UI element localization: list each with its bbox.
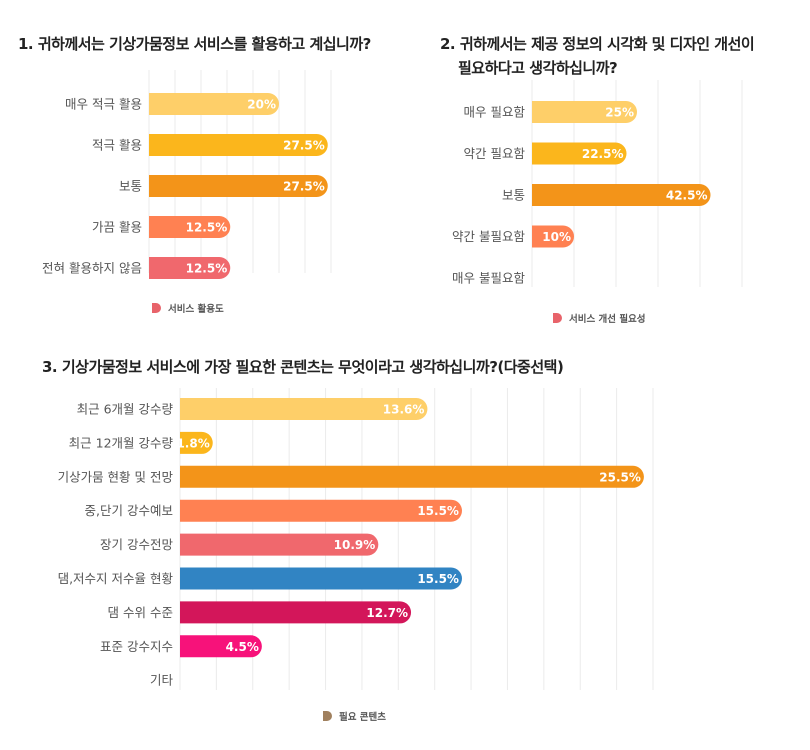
chart1-data-label: 27.5% — [283, 139, 325, 153]
chart3-bar — [180, 499, 462, 522]
chart3-data-label: 15.5% — [417, 572, 459, 586]
chart3-data-label: 1.8% — [176, 436, 209, 450]
chart1-bar — [149, 93, 279, 115]
chart2-bar — [532, 184, 711, 206]
chart3-data-label: 10.9% — [334, 538, 376, 552]
chart3-category-label: 장기 강수전망 — [100, 537, 173, 552]
chart1-data-label: 12.5% — [186, 262, 228, 276]
chart1-legend-marker — [152, 303, 161, 313]
chart3-legend-label: 필요 콘텐츠 — [339, 711, 386, 723]
chart3-bar — [180, 465, 644, 488]
chart2-category-label: 매우 불필요함 — [452, 271, 525, 286]
chart3-bar — [180, 567, 462, 590]
chart1-bar — [149, 175, 328, 197]
chart1-data-label: 12.5% — [186, 221, 228, 235]
chart2-title: 2. 귀하께서는 제공 정보의 시각화 및 디자인 개선이 — [440, 35, 755, 53]
chart2-category-label: 약간 필요함 — [464, 146, 526, 161]
chart3-category-label: 최근 6개월 강수량 — [77, 402, 174, 417]
chart1-bar — [149, 257, 231, 279]
chart3-data-label: 13.6% — [383, 403, 425, 417]
chart1-data-label: 27.5% — [283, 180, 325, 194]
chart2-data-label: 22.5% — [582, 147, 624, 161]
chart2-bar — [532, 225, 574, 248]
chart1-category-label: 매우 적극 활용 — [65, 97, 142, 112]
chart2-data-label: 42.5% — [666, 189, 708, 203]
chart1-category-label: 적극 활용 — [92, 138, 142, 153]
chart3-bar — [180, 398, 428, 420]
chart1-legend-label: 서비스 활용도 — [168, 303, 224, 315]
chart3-data-label: 25.5% — [599, 470, 641, 484]
chart3-bar — [180, 601, 412, 624]
chart2-bar — [532, 101, 637, 123]
chart2-category-label: 약간 불필요함 — [452, 229, 525, 244]
chart1-category-label: 전혀 활용하지 않음 — [42, 261, 142, 276]
chart2-legend-marker — [553, 313, 562, 323]
chart2-title-line2: 필요하다고 생각하십니까? — [458, 59, 618, 77]
chart2-category-label: 매우 필요함 — [464, 105, 526, 120]
chart2-data-label: 10% — [542, 230, 571, 244]
chart3-bar — [180, 533, 379, 556]
chart3-category-label: 기타 — [150, 673, 174, 688]
chart2-data-label: 25% — [605, 106, 634, 120]
chart1-title: 1. 귀하께서는 기상가뭄정보 서비스를 활용하고 계십니까? — [18, 35, 371, 53]
chart3-category-label: 중,단기 강수예보 — [85, 503, 173, 518]
chart2-category-label: 보통 — [502, 188, 525, 203]
chart3-category-label: 최근 12개월 강수량 — [69, 435, 174, 450]
chart1-category-label: 가끔 활용 — [92, 220, 142, 235]
chart3-data-label: 4.5% — [226, 640, 259, 654]
chart3-bar — [180, 431, 213, 454]
chart3-title: 3. 기상가뭄정보 서비스에 가장 필요한 콘텐츠는 무엇이라고 생각하십니까?… — [42, 358, 564, 376]
chart1-data-label: 20% — [247, 98, 276, 112]
chart3-category-label: 댐 수위 수준 — [108, 605, 173, 620]
chart2-bar — [532, 142, 627, 165]
chart1-bar — [149, 134, 328, 156]
chart1-bar — [149, 216, 231, 238]
chart3-category-label: 표준 강수지수 — [100, 639, 173, 654]
chart3-data-label: 12.7% — [366, 606, 408, 620]
chart3-category-label: 댐,저수지 저수율 현황 — [58, 571, 174, 586]
chart1-category-label: 보통 — [119, 179, 142, 194]
chart3-legend-marker — [323, 711, 332, 721]
chart3-data-label: 15.5% — [417, 504, 459, 518]
chart3-bar — [180, 635, 262, 658]
chart3-category-label: 기상가뭄 현황 및 전망 — [58, 469, 174, 484]
chart2-legend-label: 서비스 개선 필요성 — [569, 313, 646, 325]
